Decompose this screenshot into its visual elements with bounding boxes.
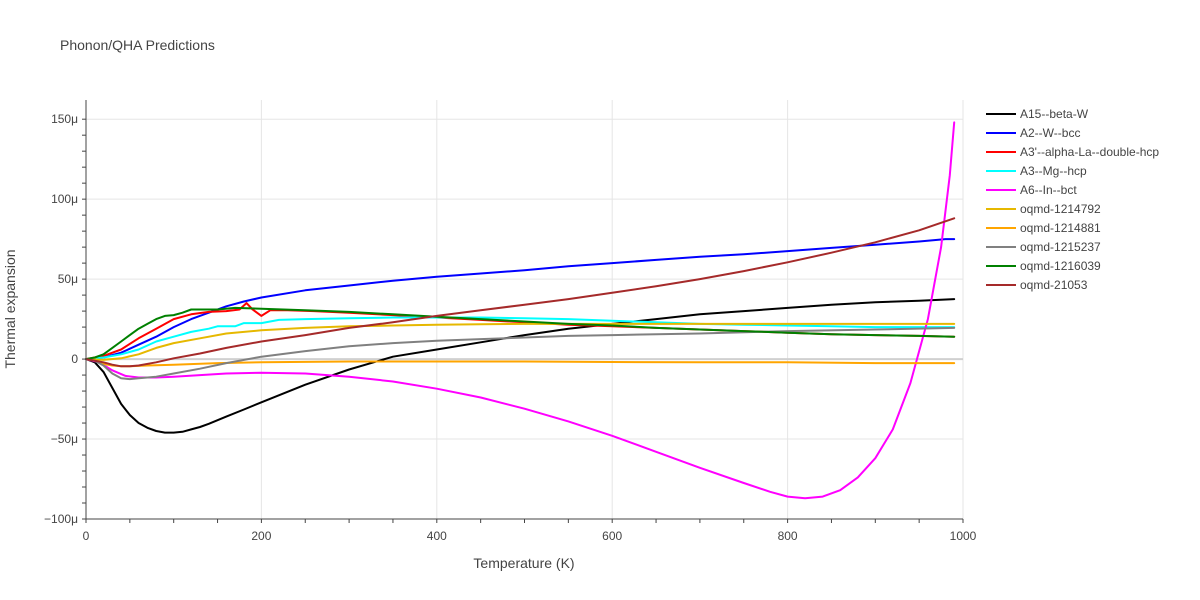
series-line-oqmd-21053 [85, 217, 956, 368]
y-tick-label: −100μ [44, 512, 78, 526]
y-tick-label: 100μ [51, 192, 78, 206]
legend-item[interactable]: oqmd-1216039 [986, 259, 1101, 273]
legend-label: oqmd-1214792 [1020, 202, 1101, 216]
legend-label: A2--W--bcc [1020, 126, 1080, 140]
legend-item[interactable]: A2--W--bcc [986, 126, 1080, 140]
x-tick-label: 600 [602, 529, 622, 543]
series-line-A15--beta-W [85, 298, 956, 434]
legend-label: A6--In--bct [1020, 183, 1077, 197]
legend-label: A15--beta-W [1020, 107, 1089, 121]
legend-label: A3--Mg--hcp [1020, 164, 1087, 178]
legend-label: oqmd-1214881 [1020, 221, 1101, 235]
series-line-A6--In--bct [85, 121, 956, 500]
series-line-A3--Mg--hcp [85, 316, 956, 361]
legend-label: oqmd-21053 [1020, 278, 1088, 292]
y-tick-label: 0 [71, 352, 78, 366]
series-line-A2--W--bcc [85, 238, 956, 361]
x-axis-title: Temperature (K) [473, 555, 574, 571]
y-tick-labels: −100μ −50μ 0 50μ 100μ 150μ [44, 112, 78, 526]
series-line-oqmd-1216039 [85, 306, 956, 361]
legend-label: oqmd-1215237 [1020, 240, 1101, 254]
x-tick-label: 400 [427, 529, 447, 543]
legend-item[interactable]: oqmd-1214792 [986, 202, 1101, 216]
x-tick-label: 0 [83, 529, 90, 543]
legend-item[interactable]: A3'--alpha-La--double-hcp [986, 145, 1159, 159]
series-line-oqmd-1214792 [85, 322, 956, 361]
x-tick-label: 800 [778, 529, 798, 543]
legend-item[interactable]: A3--Mg--hcp [986, 164, 1087, 178]
legend-item[interactable]: A15--beta-W [986, 107, 1089, 121]
series-line-oqmd-1215237 [85, 326, 956, 381]
x-tick-labels: 0 200 400 600 800 1000 [83, 529, 977, 543]
x-tick-label: 1000 [950, 529, 977, 543]
legend-label: oqmd-1216039 [1020, 259, 1101, 273]
legend-item[interactable]: A6--In--bct [986, 183, 1077, 197]
y-tick-label: −50μ [51, 432, 78, 446]
legend-item[interactable]: oqmd-1214881 [986, 221, 1101, 235]
legend-item[interactable]: oqmd-21053 [986, 278, 1088, 292]
x-tick-label: 200 [251, 529, 271, 543]
axes [82, 100, 964, 523]
legend-label: A3'--alpha-La--double-hcp [1020, 145, 1159, 159]
legend: A15--beta-W A2--W--bcc A3'--alpha-La--doub… [986, 107, 1159, 292]
legend-item[interactable]: oqmd-1215237 [986, 240, 1101, 254]
y-axis-title: Thermal expansion [2, 249, 18, 368]
series-layer [85, 121, 956, 500]
y-tick-label: 50μ [58, 272, 78, 286]
y-tick-label: 150μ [51, 112, 78, 126]
chart-title: Phonon/QHA Predictions [60, 37, 215, 53]
